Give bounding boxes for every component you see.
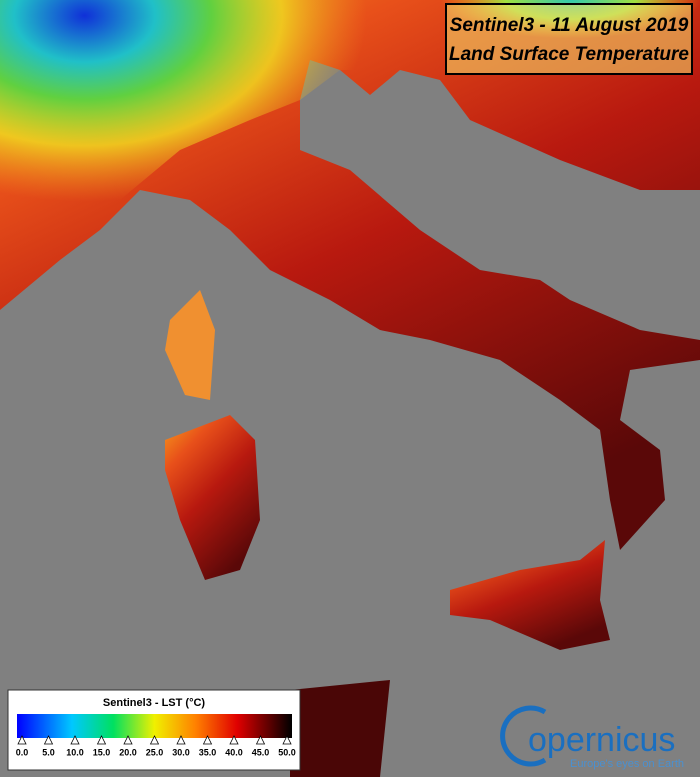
tick-mark (43, 735, 54, 745)
tick-mark (282, 735, 292, 745)
tick-label: 30.0 (172, 747, 190, 757)
tick-label: 0.0 (16, 747, 29, 757)
tick-label: 45.0 (252, 747, 270, 757)
logo-c (500, 705, 547, 767)
tick-mark (229, 735, 239, 745)
tick-mark (149, 735, 160, 745)
legend: Sentinel3 - LST (°C) 0.0 5.0 10.0 15.0 20.0 2… (7, 689, 301, 771)
title-frame (445, 3, 693, 75)
tick-mark (96, 735, 107, 745)
tick-mark (255, 735, 266, 745)
tick-label: 35.0 (199, 747, 217, 757)
tick-mark (123, 735, 133, 745)
title-box: Sentinel3 - 11 August 2019 Land Surface … (445, 3, 693, 75)
title-line: Sentinel3 - 11 August 2019 (450, 15, 689, 36)
tick-mark (176, 735, 186, 745)
colorbar (17, 714, 292, 738)
logo-name: opernicus (528, 721, 675, 759)
tick-label: 15.0 (93, 747, 111, 757)
tick-mark (17, 735, 27, 745)
tick-label: 10.0 (66, 747, 84, 757)
title-line: Land Surface Temperature (449, 44, 689, 65)
tick-label: 50.0 (278, 747, 296, 757)
tick-mark (70, 735, 80, 745)
tick-label: 20.0 (119, 747, 137, 757)
logo: opernicus Europe's eyes on Earth (500, 705, 684, 770)
tick-label: 5.0 (42, 747, 55, 757)
logo-tagline: Europe's eyes on Earth (570, 758, 684, 770)
tick-label: 25.0 (146, 747, 164, 757)
tick-mark (202, 735, 213, 745)
legend-title: Sentinel3 - LST (°C) (103, 697, 206, 709)
tick-label: 40.0 (225, 747, 243, 757)
